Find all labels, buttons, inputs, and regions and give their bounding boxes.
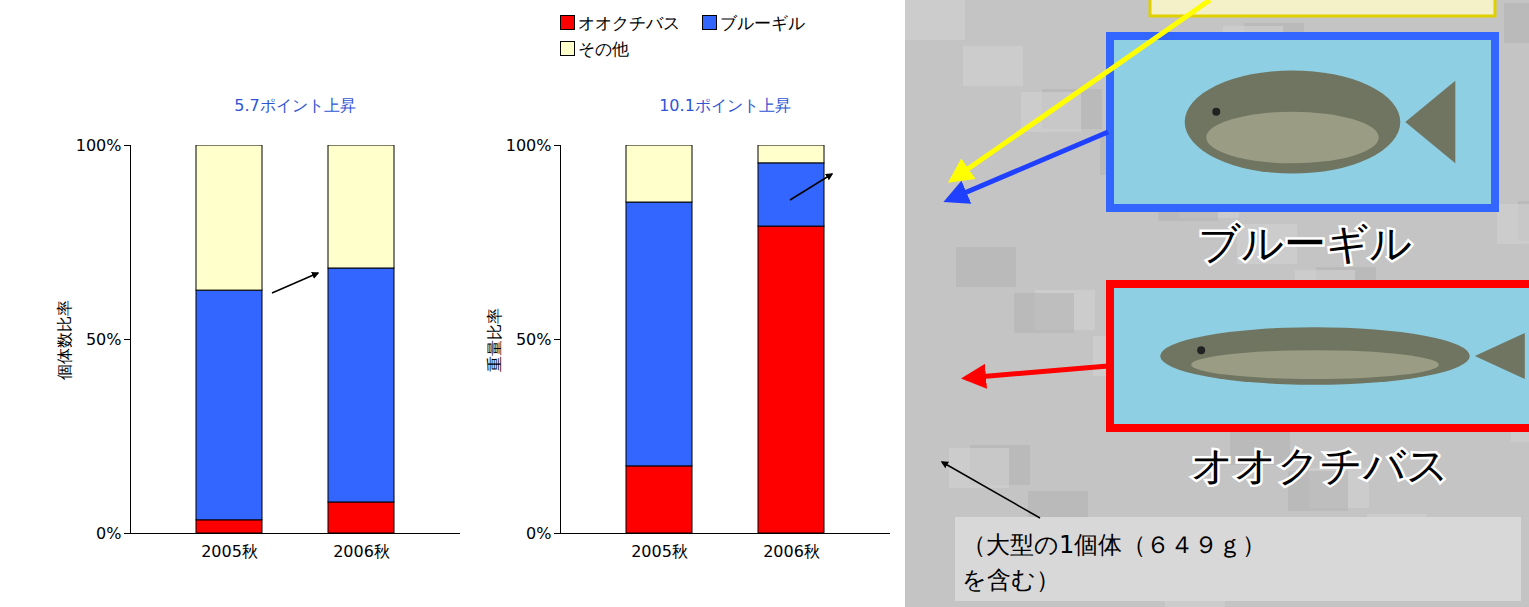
- svg-text:オオクチバス: オオクチバス: [1191, 441, 1449, 490]
- svg-text:重量比率: 重量比率: [485, 308, 504, 372]
- svg-text:（大型の1個体（６４９ｇ）を含む）: （大型の1個体（６４９ｇ）を含む）: [962, 531, 1266, 594]
- html-text:オオクチバス: オオクチバス: [578, 13, 680, 33]
- svg-text:0%: 0%: [526, 524, 551, 543]
- html-text:その他: その他: [578, 39, 629, 59]
- svg-text:ブルーギル: ブルーギル: [1198, 219, 1412, 268]
- svg-text:100%: 100%: [506, 136, 552, 155]
- svg-text:2005秋: 2005秋: [201, 542, 258, 561]
- svg-text:2006秋: 2006秋: [763, 542, 820, 561]
- svg-text:50%: 50%: [86, 330, 122, 349]
- html-text:10.1ポイント上昇: 10.1ポイント上昇: [659, 96, 791, 115]
- svg-text:50%: 50%: [516, 330, 552, 349]
- html-text:ブルーギル: ブルーギル: [720, 13, 805, 33]
- svg-text:2005秋: 2005秋: [631, 542, 688, 561]
- html-text:5.7ポイント上昇: 5.7ポイント上昇: [234, 96, 356, 115]
- svg-text:0%: 0%: [96, 524, 121, 543]
- svg-text:100%: 100%: [76, 136, 122, 155]
- svg-text:個体数比率: 個体数比率: [55, 300, 74, 380]
- svg-text:2006秋: 2006秋: [333, 542, 390, 561]
